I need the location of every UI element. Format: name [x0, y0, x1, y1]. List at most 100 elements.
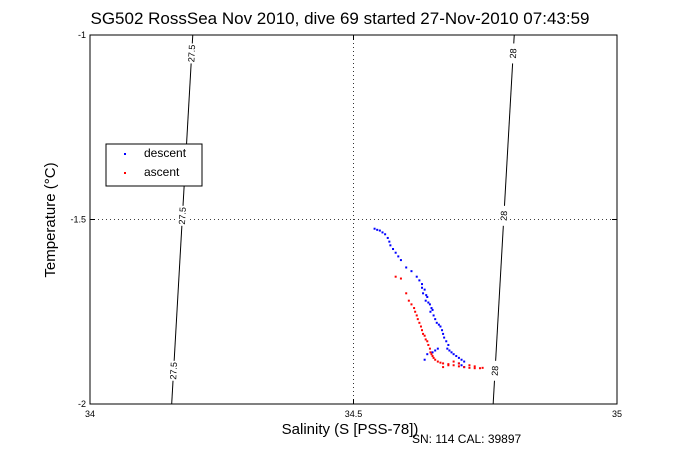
ascent-point [436, 360, 439, 363]
legend-marker-ascent [124, 172, 126, 174]
descent-point [427, 301, 430, 304]
isopycnal-label-bg [498, 205, 510, 227]
ascent-point [431, 355, 434, 358]
descent-point [418, 279, 421, 282]
descent-point [445, 340, 448, 343]
ascent-point [416, 318, 419, 321]
isopycnal-label: 28 [490, 366, 501, 377]
ascent-point [473, 365, 476, 368]
ascent-point [452, 360, 455, 363]
ascent-point [429, 351, 432, 354]
descent-point [384, 233, 387, 236]
descent-point [434, 349, 437, 352]
descent-point [422, 292, 425, 295]
ascent-point [415, 314, 418, 317]
ascent-point [442, 362, 445, 365]
isopycnal-label-bg [186, 43, 198, 64]
legend-items: descent ascent [124, 146, 187, 179]
descent-point [415, 275, 418, 278]
descent-point [429, 310, 432, 313]
descent-point [436, 347, 439, 350]
isopycnal-label-group: 27.5 [176, 205, 188, 227]
descent-point [386, 236, 389, 239]
descent-point [460, 358, 463, 361]
ascent-point [430, 353, 433, 356]
x-axis-label: Salinity (S [PSS-78]) [282, 421, 419, 438]
descent-point [432, 314, 435, 317]
descent-point [405, 266, 408, 269]
isopycnal-label-bg [168, 360, 180, 382]
ascent-point [394, 275, 397, 278]
ascent-point [452, 364, 455, 367]
ascent-point [463, 366, 466, 369]
ascent-point [414, 310, 417, 313]
ascent-point [447, 364, 450, 367]
descent-point [373, 227, 376, 230]
ascent-point [457, 362, 460, 365]
ascent-point [432, 356, 435, 359]
descent-point [397, 255, 400, 258]
isopycnal-label: 27.5 [168, 362, 179, 380]
ascent-point [442, 366, 445, 369]
descent-point [448, 349, 451, 352]
isopycnal-label-group: 27.5 [186, 43, 198, 64]
isopycnal-label: 27.5 [186, 44, 197, 62]
descent-point [437, 323, 440, 326]
isopycnal-label-bg [507, 43, 519, 64]
ascent-point [418, 321, 421, 324]
ascent-point [427, 343, 430, 346]
isopycnal-label-group: 28 [498, 205, 510, 227]
descent-point [463, 360, 466, 363]
descent-point [434, 318, 437, 321]
ascent-point [399, 277, 402, 280]
descent-point [457, 356, 460, 359]
descent-point [455, 355, 458, 358]
isopycnal-label-group: 28 [489, 360, 501, 382]
descent-point [452, 353, 455, 356]
y-tick-label: -1 [78, 30, 86, 40]
ascent-point [413, 307, 416, 310]
ascent-point [457, 365, 460, 368]
data-points [373, 227, 484, 370]
descent-point [442, 332, 445, 335]
ascent-point [434, 358, 437, 361]
descent-point [378, 229, 381, 232]
legend-box [105, 143, 203, 187]
ascent-point [405, 292, 408, 295]
ascent-point [426, 340, 429, 343]
descent-point [450, 351, 453, 354]
descent-point [431, 351, 434, 354]
descent-point [421, 283, 424, 286]
descent-point [421, 286, 424, 289]
legend: descent ascent [105, 143, 203, 187]
legend-marker-descent [124, 153, 126, 155]
ascent-point [423, 334, 426, 337]
descent-point [423, 288, 426, 291]
descent-point [441, 329, 444, 332]
y-tick-label: -2 [78, 399, 86, 409]
grid-lines [90, 35, 617, 404]
ascent-point [468, 364, 471, 367]
ascent-point [439, 361, 442, 364]
descent-point [388, 240, 391, 243]
descent-point [435, 321, 438, 324]
descent-point [460, 364, 463, 367]
y-axis-label: Temperature (°C) [42, 162, 59, 277]
ascent-point [422, 332, 425, 335]
descent-point [430, 307, 433, 310]
x-tick-label: 34.5 [345, 409, 363, 419]
descent-point [381, 231, 384, 234]
ascent-point [481, 366, 484, 369]
x-tick-label: 35 [612, 409, 622, 419]
isopycnal-label-group: 27.5 [168, 360, 180, 382]
legend-label-descent: descent [144, 146, 187, 160]
ascent-point [421, 329, 424, 332]
footer-serial-cal: SN: 114 CAL: 39897 [412, 432, 522, 446]
descent-point [439, 325, 442, 328]
legend-label-ascent: ascent [144, 165, 180, 179]
ascent-point [407, 299, 410, 302]
descent-point [431, 308, 434, 311]
isopycnal-label-bg [489, 360, 501, 382]
y-tick-label: -1.5 [70, 215, 86, 225]
